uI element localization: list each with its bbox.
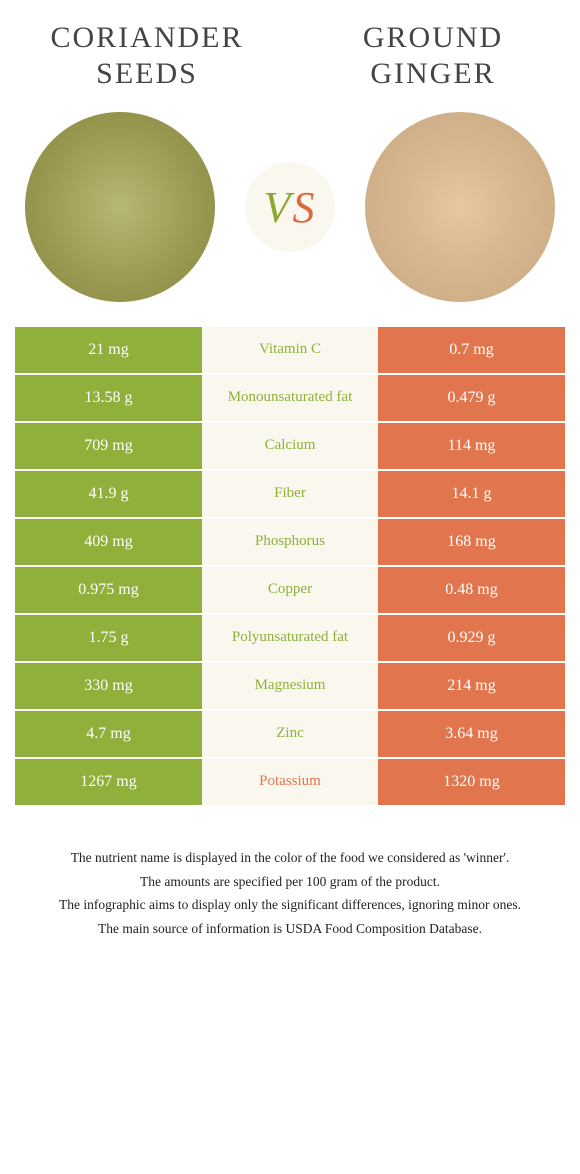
left-value: 1267 mg xyxy=(15,759,202,807)
right-food-title: Ground ginger xyxy=(301,20,565,92)
right-title-line1: Ground xyxy=(363,21,503,54)
nutrient-label: Potassium xyxy=(202,759,378,807)
table-row: 0.975 mgCopper0.48 mg xyxy=(15,567,565,615)
left-value: 21 mg xyxy=(15,327,202,375)
footer-line-3: The infographic aims to display only the… xyxy=(35,894,545,916)
right-value: 168 mg xyxy=(378,519,565,567)
infographic-container: Coriander seeds Ground ginger VS 21 mgVi… xyxy=(0,0,580,1174)
nutrient-label: Zinc xyxy=(202,711,378,759)
footer-line-4: The main source of information is USDA F… xyxy=(35,918,545,940)
nutrient-label: Phosphorus xyxy=(202,519,378,567)
footer-line-1: The nutrient name is displayed in the co… xyxy=(35,847,545,869)
left-value: 41.9 g xyxy=(15,471,202,519)
table-row: 1.75 gPolyunsaturated fat0.929 g xyxy=(15,615,565,663)
images-row: VS xyxy=(15,112,565,302)
nutrient-label: Magnesium xyxy=(202,663,378,711)
table-row: 1267 mgPotassium1320 mg xyxy=(15,759,565,807)
table-row: 330 mgMagnesium214 mg xyxy=(15,663,565,711)
left-value: 330 mg xyxy=(15,663,202,711)
left-title-line2: seeds xyxy=(96,57,198,90)
vs-badge: VS xyxy=(245,162,335,252)
table-row: 4.7 mgZinc3.64 mg xyxy=(15,711,565,759)
header-row: Coriander seeds Ground ginger xyxy=(15,20,565,92)
vs-letter-s: S xyxy=(292,182,316,233)
right-value: 3.64 mg xyxy=(378,711,565,759)
left-title-line1: Coriander xyxy=(50,21,243,54)
nutrient-label: Monounsaturated fat xyxy=(202,375,378,423)
footer-line-2: The amounts are specified per 100 gram o… xyxy=(35,871,545,893)
right-value: 0.929 g xyxy=(378,615,565,663)
vs-letter-v: V xyxy=(264,182,293,233)
table-row: 21 mgVitamin C0.7 mg xyxy=(15,327,565,375)
footer-notes: The nutrient name is displayed in the co… xyxy=(15,847,565,939)
right-title-line2: ginger xyxy=(370,57,495,90)
right-food-image xyxy=(365,112,555,302)
right-value: 214 mg xyxy=(378,663,565,711)
table-row: 41.9 gFiber14.1 g xyxy=(15,471,565,519)
nutrient-label: Polyunsaturated fat xyxy=(202,615,378,663)
left-value: 4.7 mg xyxy=(15,711,202,759)
nutrient-label: Vitamin C xyxy=(202,327,378,375)
right-value: 0.48 mg xyxy=(378,567,565,615)
nutrient-label: Calcium xyxy=(202,423,378,471)
left-value: 1.75 g xyxy=(15,615,202,663)
right-value: 1320 mg xyxy=(378,759,565,807)
table-row: 709 mgCalcium114 mg xyxy=(15,423,565,471)
right-value: 0.479 g xyxy=(378,375,565,423)
left-value: 13.58 g xyxy=(15,375,202,423)
left-food-image xyxy=(25,112,215,302)
left-value: 0.975 mg xyxy=(15,567,202,615)
nutrient-label: Fiber xyxy=(202,471,378,519)
right-value: 114 mg xyxy=(378,423,565,471)
left-food-title: Coriander seeds xyxy=(15,20,279,92)
right-value: 14.1 g xyxy=(378,471,565,519)
nutrient-label: Copper xyxy=(202,567,378,615)
table-row: 13.58 gMonounsaturated fat0.479 g xyxy=(15,375,565,423)
left-value: 709 mg xyxy=(15,423,202,471)
left-value: 409 mg xyxy=(15,519,202,567)
table-row: 409 mgPhosphorus168 mg xyxy=(15,519,565,567)
right-value: 0.7 mg xyxy=(378,327,565,375)
nutrient-table: 21 mgVitamin C0.7 mg13.58 gMonounsaturat… xyxy=(15,327,565,807)
